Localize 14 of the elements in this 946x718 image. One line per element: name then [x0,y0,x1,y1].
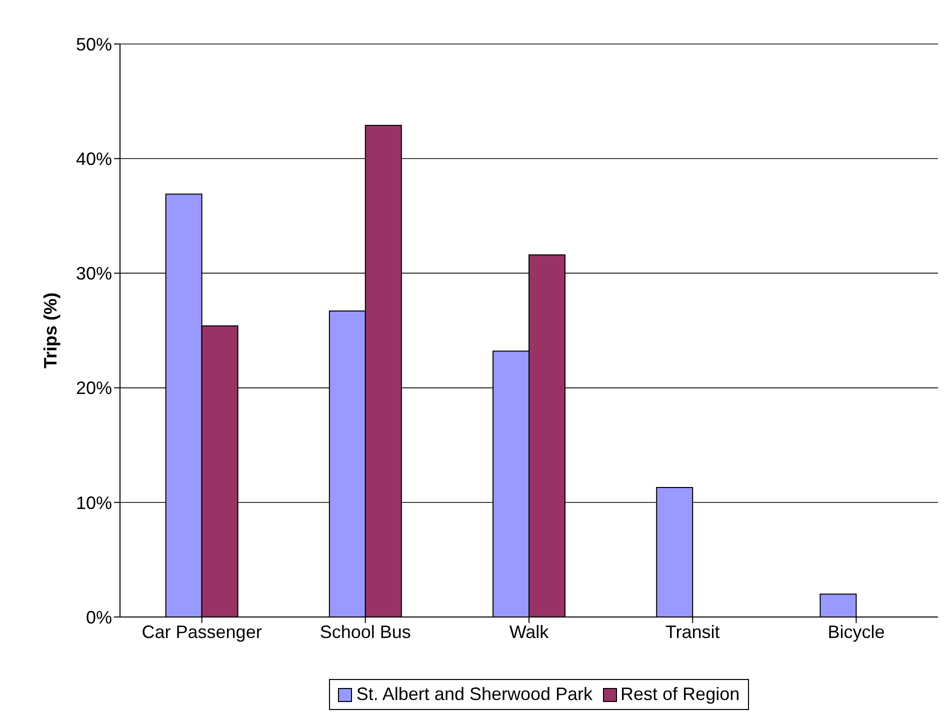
y-axis-title: Trips (%) [40,292,60,369]
x-tick-label: School Bus [320,622,411,642]
x-tick-label: Bicycle [828,622,885,642]
legend-label: Rest of Region [620,684,740,705]
y-tick-label: 40% [76,148,112,169]
y-tick-label: 10% [76,492,112,513]
x-tick-label: Transit [665,622,720,642]
y-tick-label: 50% [76,34,112,54]
y-tick-label: 0% [86,607,112,628]
legend-label: St. Albert and Sherwood Park [355,684,593,705]
x-tick-label: Walk [509,622,550,642]
y-tick-label: 20% [76,378,112,398]
y-tick-label: 30% [76,264,112,284]
x-tick-label: Car Passenger [142,622,262,642]
